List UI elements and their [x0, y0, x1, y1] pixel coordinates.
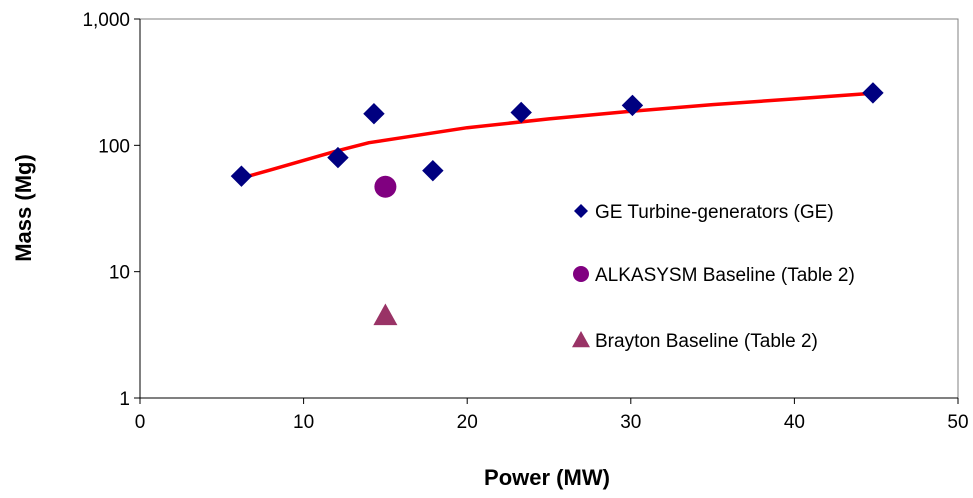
legend-label: GE Turbine-generators (GE) [595, 202, 834, 223]
y-tick-label: 1,000 [82, 10, 130, 31]
x-tick-label: 20 [457, 412, 478, 433]
legend-marker-circle [573, 266, 589, 282]
plot-frame [139, 18, 959, 399]
y-axis-ticks: 1 10 100 1,000 [82, 10, 140, 410]
data-point-diamond [422, 159, 444, 182]
y-tick-label: 10 [109, 263, 130, 284]
x-tick-label: 50 [947, 412, 968, 433]
x-axis-title: Power (MW) [484, 465, 610, 490]
y-tick-label: 100 [98, 136, 130, 157]
legend: GE Turbine-generators (GE) ALKASYSM Basel… [572, 202, 855, 352]
trendline-group [239, 91, 875, 180]
y-axis-title: Mass (Mg) [11, 154, 36, 262]
x-tick-label: 10 [293, 412, 314, 433]
data-point-diamond [510, 101, 532, 124]
trendline [239, 91, 875, 180]
data-point-diamond [862, 82, 884, 104]
data-points [230, 82, 884, 326]
legend-marker-triangle [572, 331, 590, 348]
data-point-diamond [363, 102, 385, 125]
legend-marker-diamond [574, 204, 588, 218]
x-tick-label: 30 [620, 412, 641, 433]
x-tick-label: 0 [135, 412, 146, 433]
data-point-diamond [621, 94, 644, 117]
data-point-triangle [373, 303, 398, 326]
plot-area: 0 10 20 30 40 50 1 10 100 1,000 [82, 10, 968, 433]
legend-label: ALKASYSM Baseline (Table 2) [595, 265, 855, 286]
y-tick-label: 1 [119, 389, 130, 410]
legend-label: Brayton Baseline (Table 2) [595, 331, 818, 352]
x-axis-ticks: 0 10 20 30 40 50 [135, 398, 969, 433]
x-tick-label: 40 [784, 412, 805, 433]
data-point-diamond [327, 146, 349, 169]
data-point-diamond [230, 165, 253, 187]
data-point-circle [374, 175, 397, 198]
